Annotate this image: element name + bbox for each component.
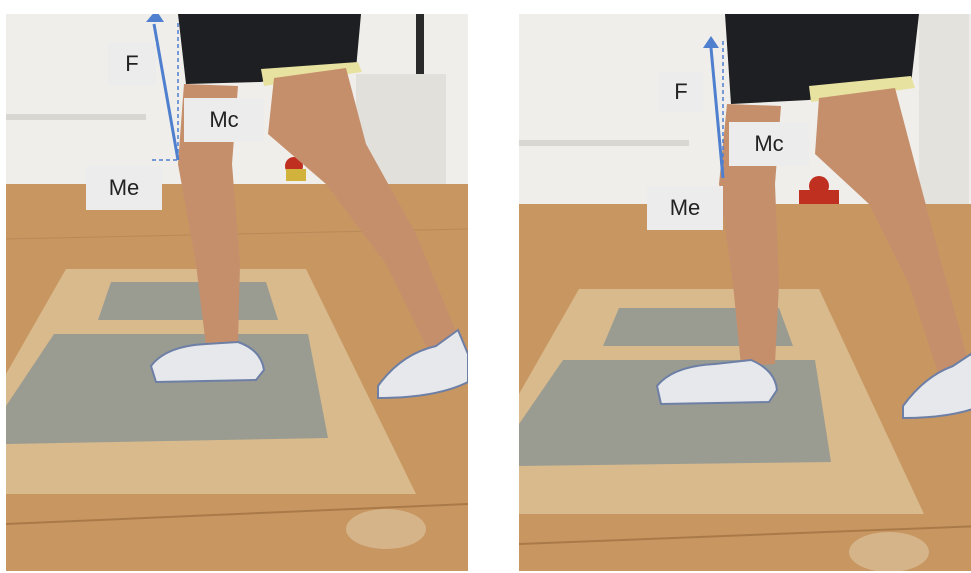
force-plate-back <box>98 282 278 320</box>
force-arrow <box>152 23 180 161</box>
label-force-left: F <box>108 42 156 86</box>
front-shoe <box>655 358 779 406</box>
back-leg <box>815 88 969 376</box>
photo-panel-left: F Mc Me <box>6 14 468 571</box>
back-shoe <box>902 352 971 420</box>
label-moment-e-right: Me <box>647 186 723 230</box>
force-arrow <box>709 47 725 179</box>
front-shoe <box>149 340 266 384</box>
force-arrow-head <box>703 36 719 48</box>
label-moment-c-right: Mc <box>729 122 809 166</box>
label-moment-c-left: Mc <box>184 98 264 142</box>
stance-photo-left <box>6 14 468 571</box>
stance-photo-right <box>519 14 971 571</box>
front-leg <box>719 104 781 366</box>
floor-disc <box>849 532 929 571</box>
floor-disc <box>346 509 426 549</box>
front-leg <box>178 84 240 346</box>
force-plate-front <box>6 334 328 444</box>
back-shoe <box>377 328 468 400</box>
force-arrow-head <box>146 14 164 22</box>
label-moment-e-left: Me <box>86 166 162 210</box>
photo-panel-right: F Mc Me <box>519 14 971 571</box>
back-leg <box>268 68 461 356</box>
label-force-right: F <box>659 72 703 112</box>
